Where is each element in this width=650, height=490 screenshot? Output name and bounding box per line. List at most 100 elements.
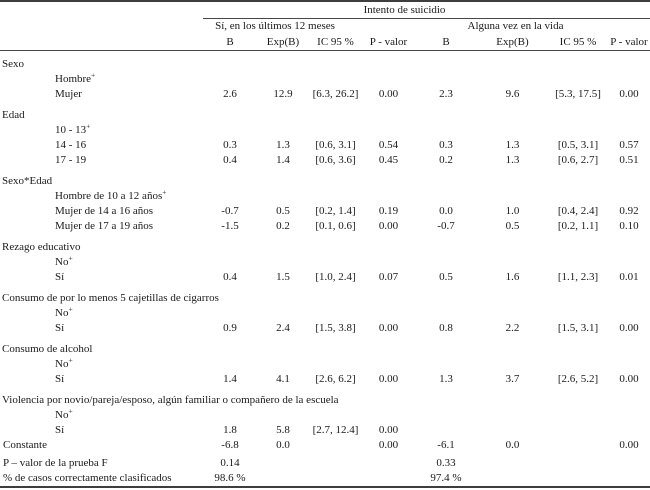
value-cell: 0.14 xyxy=(220,457,240,469)
value-cell xyxy=(257,408,309,423)
value-cell xyxy=(309,306,362,321)
column-group-last-12-months: Sí, en los últimos 12 meses xyxy=(215,20,335,32)
section-label: Sexo xyxy=(2,58,24,70)
value-cell xyxy=(309,72,362,87)
table-row: Constante -6.8 0.0 0.00 -6.1 0.0 0.00 xyxy=(0,438,650,453)
row-label: 14 - 16 xyxy=(55,139,87,151)
value-cell: 2.3 xyxy=(439,88,453,100)
table-body: Sexo Hombre+ Mujer 2.6 12.9 [6.3, 26.2] 0.00 2.… xyxy=(0,51,650,488)
value-cell xyxy=(477,123,548,138)
value-cell xyxy=(203,408,257,423)
span-title-row: Intento de suicidio xyxy=(0,1,650,19)
table-row: Sí 0.4 1.5 [1.0, 2.4] 0.07 0.5 1.6 [1.1, 2.3] 0.… xyxy=(0,270,650,285)
value-cell: 0.5 xyxy=(439,271,453,283)
table-row: Mujer de 14 a 16 años -0.7 0.5 [0.2, 1.4] 0.… xyxy=(0,204,650,219)
value-cell xyxy=(415,423,477,438)
value-cell: [0.4, 2.4] xyxy=(557,205,599,217)
value-cell: 0.8 xyxy=(439,322,453,334)
value-cell xyxy=(203,72,257,87)
value-cell: 0.5 xyxy=(276,205,290,217)
table-row: Sí 0.9 2.4 [1.5, 3.8] 0.00 0.8 2.2 [1.5, 3.1] 0.… xyxy=(0,321,650,336)
value-cell xyxy=(548,408,608,423)
table-row: % de casos correctamente clasificados 98.… xyxy=(0,471,650,487)
value-cell: [6.3, 26.2] xyxy=(312,88,359,100)
value-cell: 0.00 xyxy=(619,439,639,451)
table-row: 17 - 19 0.4 1.4 [0.6, 3.6] 0.45 0.2 1.3 [0.6, 2… xyxy=(0,153,650,168)
reference-category-marker: + xyxy=(91,70,96,80)
table-row: No+ xyxy=(0,253,650,270)
value-cell: [5.3, 17.5] xyxy=(555,88,601,100)
value-cell: 12.9 xyxy=(273,88,293,100)
value-cell xyxy=(362,255,415,270)
reference-category-marker: + xyxy=(86,121,91,131)
table-row: Mujer de 17 a 19 años -1.5 0.2 [0.1, 0.6] 0.… xyxy=(0,219,650,234)
group-header-row: Sí, en los últimos 12 meses Alguna vez e… xyxy=(0,19,650,35)
reference-category-marker: + xyxy=(68,253,73,263)
value-cell: [0.1, 0.6] xyxy=(315,220,356,232)
value-cell xyxy=(608,123,650,138)
value-cell xyxy=(257,357,309,372)
value-cell: 0.54 xyxy=(378,139,399,151)
table-row: 10 - 13+ xyxy=(0,121,650,138)
value-cell: 1.5 xyxy=(276,271,290,283)
section-row: Rezago educativo xyxy=(0,234,650,255)
value-cell: 9.6 xyxy=(505,88,520,100)
column-header: P - valor xyxy=(362,34,415,51)
value-cell xyxy=(309,408,362,423)
value-cell: 0.45 xyxy=(378,154,399,166)
value-cell: 0.3 xyxy=(439,139,453,151)
header-spacer xyxy=(0,19,203,35)
column-header: B xyxy=(415,34,477,51)
value-cell: 2.6 xyxy=(223,88,237,100)
section-label: Consumo de alcohol xyxy=(2,343,93,355)
value-cell xyxy=(257,123,309,138)
value-cell xyxy=(309,357,362,372)
row-label: Sí xyxy=(55,322,65,334)
value-cell: 0.92 xyxy=(619,205,639,217)
column-header: IC 95 % xyxy=(309,34,362,51)
column-header: IC 95 % xyxy=(548,34,608,51)
value-cell xyxy=(309,453,362,471)
section-label: Sexo*Edad xyxy=(2,175,53,187)
row-label: No+ xyxy=(55,355,73,370)
value-cell xyxy=(203,255,257,270)
value-cell: [1.5, 3.1] xyxy=(557,322,599,334)
table-row: Sí 1.8 5.8 [2.7, 12.4] 0.00 xyxy=(0,423,650,438)
table-row: No+ xyxy=(0,407,650,423)
value-cell xyxy=(309,255,362,270)
row-label: No+ xyxy=(55,253,73,268)
value-cell: 0.0 xyxy=(276,439,290,451)
value-cell: 0.00 xyxy=(378,373,399,385)
value-cell: [0.2, 1.4] xyxy=(315,205,356,217)
value-cell xyxy=(257,72,309,87)
value-cell: [0.5, 3.1] xyxy=(557,139,599,151)
value-cell xyxy=(477,72,548,87)
value-cell: 0.2 xyxy=(439,154,453,166)
value-cell xyxy=(415,255,477,270)
section-row: Sexo xyxy=(0,51,650,73)
row-label: Hombre de 10 a 12 años+ xyxy=(55,187,167,202)
section-label: Edad xyxy=(2,109,25,121)
column-header: Exp(B) xyxy=(477,34,548,51)
value-cell: [0.6, 3.1] xyxy=(315,139,356,151)
reference-category-marker: + xyxy=(68,355,73,365)
row-label: 17 - 19 xyxy=(55,154,87,166)
reference-category-marker: + xyxy=(162,187,167,197)
value-cell: 0.51 xyxy=(619,154,639,166)
value-cell: 0.33 xyxy=(436,457,456,469)
value-cell: 0.00 xyxy=(378,424,399,436)
row-label: % de casos correctamente clasificados xyxy=(3,472,172,484)
value-cell: [1.5, 3.8] xyxy=(315,322,356,334)
column-header: Exp(B) xyxy=(257,34,309,51)
column-header-row: B Exp(B) IC 95 % P - valor B Exp(B) IC 95 % P -… xyxy=(0,34,650,51)
value-cell xyxy=(415,306,477,321)
value-cell: 98.6 % xyxy=(214,472,246,484)
table-row: 14 - 16 0.3 1.3 [0.6, 3.1] 0.54 0.3 1.3 [0.5, 3… xyxy=(0,138,650,153)
value-cell xyxy=(415,72,477,87)
value-cell: [2.6, 6.2] xyxy=(315,373,356,385)
value-cell: [0.2, 1.1] xyxy=(557,220,599,232)
value-cell: [0.6, 3.6] xyxy=(315,154,356,166)
section-row: Consumo de por lo menos 5 cajetillas de … xyxy=(0,285,650,306)
table-row: Sí 1.4 4.1 [2.6, 6.2] 0.00 1.3 3.7 [2.6, 5.2] 0.… xyxy=(0,372,650,387)
row-label: 10 - 13+ xyxy=(55,121,91,136)
